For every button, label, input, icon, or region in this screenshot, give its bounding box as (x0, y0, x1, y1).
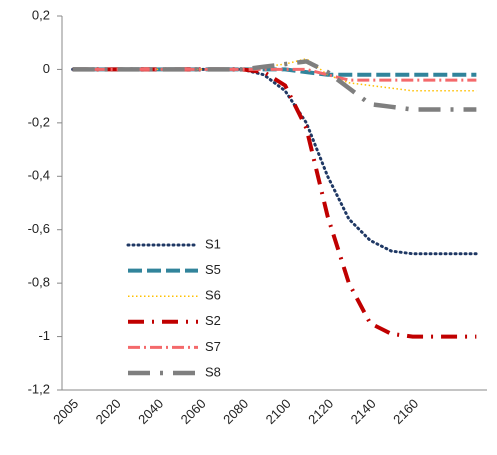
x-tick-label: 2020 (93, 396, 124, 427)
x-tick-label: 2080 (220, 396, 251, 427)
x-tick-label: 2060 (178, 396, 209, 427)
y-tick-label: -0,4 (28, 168, 50, 183)
legend-label: S8 (205, 364, 221, 379)
legend-label: S5 (205, 262, 221, 277)
y-tick-label: -0,6 (28, 221, 50, 236)
x-tick-label: 2100 (263, 396, 294, 427)
y-tick-label: -1 (38, 328, 50, 343)
legend-label: S1 (205, 236, 221, 251)
series-line (71, 67, 478, 256)
legend-label: S7 (205, 339, 221, 354)
y-tick-label: -0,8 (28, 275, 50, 290)
series-line (72, 57, 477, 92)
x-tick-label: 2160 (390, 396, 421, 427)
x-tick-label: 2040 (135, 396, 166, 427)
y-tick-label: -1,2 (28, 381, 50, 396)
series-line (72, 67, 477, 339)
legend-label: S6 (205, 288, 221, 303)
y-tick-label: -0,2 (28, 114, 50, 129)
y-tick-label: 0 (43, 61, 50, 76)
legend-label: S2 (205, 313, 221, 328)
y-tick-label: 0,2 (32, 7, 50, 22)
x-tick-label: 2005 (50, 396, 81, 427)
x-tick-label: 2120 (305, 396, 336, 427)
x-tick-label: 2140 (348, 396, 379, 427)
series-line (72, 67, 477, 82)
